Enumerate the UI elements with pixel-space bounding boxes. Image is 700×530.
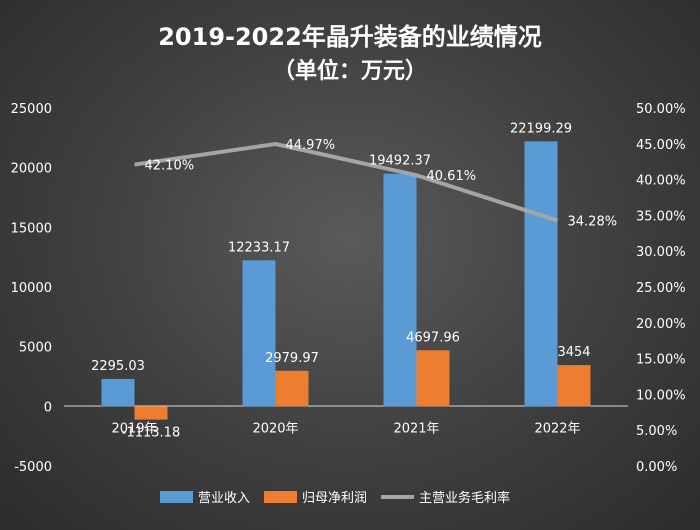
- left-tick-label: 15000: [11, 221, 52, 236]
- legend-label: 归母净利润: [302, 491, 367, 506]
- legend-label: 营业收入: [198, 491, 250, 506]
- left-tick-label: -5000: [14, 460, 52, 475]
- right-tick-label: 45.00%: [636, 138, 686, 153]
- bar: [557, 365, 591, 407]
- legend-label: 主营业务毛利率: [419, 490, 510, 506]
- left-tick-label: 0: [44, 400, 52, 415]
- bars: [101, 141, 591, 420]
- right-axis-ticks: 0.00% 5.00% 10.00% 15.00% 20.00% 25.00% 30.00%…: [636, 102, 686, 475]
- bar: [416, 350, 450, 407]
- bar: [101, 378, 135, 407]
- bar: [134, 406, 168, 420]
- bar-data-label: 19492.37: [369, 154, 431, 169]
- bar-data-label: 12233.17: [228, 240, 290, 255]
- right-tick-label: 20.00%: [636, 317, 686, 332]
- right-tick-label: 40.00%: [636, 174, 686, 189]
- chart-title: 2019-2022年晶升装备的业绩情况: [158, 23, 542, 51]
- bar-data-label: 4697.96: [406, 330, 460, 345]
- left-tick-label: 20000: [11, 162, 52, 177]
- margin-line: [134, 142, 559, 223]
- bar: [275, 370, 309, 407]
- x-axis-ticks: 2019年 2020年 2021年 2022年: [111, 421, 580, 436]
- legend-swatch: [160, 491, 193, 503]
- right-tick-label: 30.00%: [636, 245, 686, 260]
- bar: [524, 141, 558, 407]
- right-tick-label: 15.00%: [636, 353, 686, 368]
- bar: [242, 260, 276, 407]
- margin-line-path: [134, 142, 559, 223]
- right-tick-label: 35.00%: [636, 209, 686, 224]
- right-tick-label: 10.00%: [636, 388, 686, 403]
- left-tick-label: 25000: [11, 102, 52, 117]
- bar-data-label: -1113.18: [122, 426, 180, 441]
- bar: [383, 173, 417, 407]
- right-tick-label: 5.00%: [636, 424, 677, 439]
- right-tick-label: 50.00%: [636, 102, 686, 117]
- right-tick-label: 25.00%: [636, 281, 686, 296]
- x-tick-label: 2020年: [252, 421, 298, 436]
- legend-swatch: [264, 491, 298, 503]
- left-axis-ticks: -5000 0 5000 10000 15000 20000 25000: [11, 102, 52, 475]
- line-data-label: 34.28%: [568, 215, 618, 230]
- bar-data-label: 2295.03: [91, 359, 145, 374]
- line-data-label: 40.61%: [427, 169, 477, 184]
- data-labels: 2295.0312233.1719492.3722199.29-1113.182…: [91, 121, 617, 440]
- line-data-label: 42.10%: [145, 159, 195, 174]
- left-tick-label: 10000: [11, 281, 52, 296]
- left-tick-label: 5000: [19, 341, 52, 356]
- bar-data-label: 2979.97: [265, 351, 319, 366]
- chart-subtitle: （单位：万元）: [273, 58, 427, 84]
- right-tick-label: 0.00%: [636, 460, 677, 475]
- bar-data-label: 3454: [557, 345, 590, 360]
- x-tick-label: 2022年: [534, 421, 580, 436]
- line-data-label: 44.97%: [286, 138, 336, 153]
- x-tick-label: 2021年: [393, 421, 439, 436]
- bar-data-label: 22199.29: [510, 121, 572, 136]
- x-tick-label: 2019年: [111, 421, 157, 436]
- legend: 营业收入 归母净利润 主营业务毛利率: [160, 490, 510, 506]
